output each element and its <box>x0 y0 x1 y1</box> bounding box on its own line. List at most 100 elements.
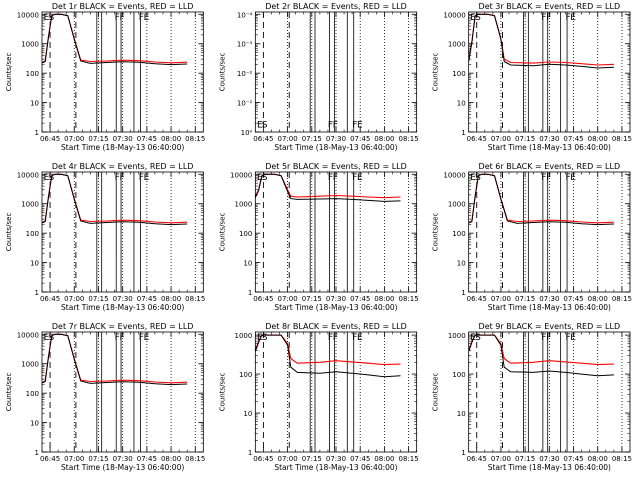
series-events-line <box>42 173 188 226</box>
x-axis-label: Start Time (18-May-13 06:40:00) <box>488 143 611 152</box>
y-axis-label: Counts/sec <box>432 53 440 92</box>
marker-letter: E <box>570 173 576 183</box>
marker-letter: S <box>475 173 481 183</box>
x-tick-label: 07:15 <box>88 455 108 463</box>
marker-letter: S <box>48 333 54 343</box>
y-tick-label: 1 <box>461 129 465 137</box>
x-tick-label: 07:00 <box>64 455 84 463</box>
x-tick-label: 07:45 <box>350 135 370 143</box>
marker-letter: F <box>328 121 333 131</box>
y-tick-label: 100 <box>452 70 465 78</box>
x-tick-label: 08:15 <box>612 295 632 303</box>
x-tick-label: 06:45 <box>40 455 60 463</box>
y-axis-label: Counts/sec <box>432 213 440 252</box>
marker-letter: E <box>570 333 576 343</box>
marker-letter: E <box>570 13 576 23</box>
marker-letter: E <box>257 121 263 131</box>
y-tick-label: 100 <box>26 70 39 78</box>
y-tick-label: 1000 <box>21 201 39 209</box>
x-tick-label: 06:45 <box>253 135 273 143</box>
marker-letter: F <box>115 173 120 183</box>
y-tick-label: 10000 <box>17 331 39 339</box>
x-tick-label: 07:00 <box>278 135 298 143</box>
y-tick-label: 1 <box>461 449 465 457</box>
marker-letter: E <box>44 13 50 23</box>
y-tick-label: 1 <box>248 449 252 457</box>
marker-letter: F <box>352 121 357 131</box>
marker-letter: E <box>44 173 50 183</box>
x-tick-label: 08:00 <box>588 295 608 303</box>
x-tick-label: 08:15 <box>398 455 418 463</box>
x-tick-label: 07:00 <box>491 455 511 463</box>
x-tick-label: 07:30 <box>539 135 559 143</box>
x-tick-label: 07:00 <box>64 295 84 303</box>
marker-letter: E <box>357 333 363 343</box>
panel-title: Det 4r BLACK = Events, RED = LLD <box>52 162 194 171</box>
y-tick-label: 10⁻¹ <box>237 100 253 108</box>
y-tick-label: 10000 <box>17 11 39 19</box>
x-tick-label: 08:15 <box>185 135 205 143</box>
x-tick-label: 06:45 <box>40 135 60 143</box>
y-axis-label: Counts/sec <box>218 53 226 92</box>
marker-letter: F <box>352 333 357 343</box>
x-tick-label: 06:45 <box>467 295 487 303</box>
marker-letter: F <box>565 13 570 23</box>
panel-title: Det 3r BLACK = Events, RED = LLD <box>479 2 621 11</box>
x-tick-label: 06:45 <box>253 295 273 303</box>
y-tick-label: 10000 <box>17 171 39 179</box>
x-tick-label: 06:45 <box>467 135 487 143</box>
marker-letter: F <box>119 13 124 23</box>
y-tick-label: 10 <box>243 260 252 268</box>
marker-letter: S <box>262 333 268 343</box>
marker-letter: E <box>44 333 50 343</box>
marker-letter: S <box>262 173 268 183</box>
x-tick-label: 07:45 <box>137 455 157 463</box>
marker-letter: F <box>328 333 333 343</box>
marker-letter: E <box>257 333 263 343</box>
y-tick-label: 100 <box>239 371 252 379</box>
marker-letter: F <box>565 173 570 183</box>
x-tick-label: 07:15 <box>515 135 535 143</box>
marker-letter: E <box>470 173 476 183</box>
marker-letter: F <box>119 333 124 343</box>
series-events-line <box>468 173 614 226</box>
x-tick-label: 08:15 <box>185 295 205 303</box>
marker-letter: F <box>115 13 120 23</box>
marker-letter: S <box>48 13 54 23</box>
x-tick-label: 07:15 <box>88 295 108 303</box>
y-tick-label: 10⁻⁴ <box>237 11 253 19</box>
y-axis-label: Counts/sec <box>5 373 13 412</box>
marker-letter: S <box>475 333 481 343</box>
marker-letter: E <box>470 333 476 343</box>
panel-title: Det 9r BLACK = Events, RED = LLD <box>479 322 621 331</box>
y-tick-label: 10 <box>243 410 252 418</box>
x-tick-label: 07:00 <box>278 455 298 463</box>
panel-title: Det 5r BLACK = Events, RED = LLD <box>265 162 407 171</box>
y-tick-label: 10 <box>457 100 466 108</box>
x-tick-label: 07:30 <box>113 135 133 143</box>
y-axis-label: Counts/sec <box>432 373 440 412</box>
marker-letter: E <box>357 121 363 131</box>
y-tick-label: 1 <box>461 289 465 297</box>
x-tick-label: 08:15 <box>612 135 632 143</box>
series-events-line <box>42 333 188 386</box>
marker-letter: F <box>333 173 338 183</box>
x-axis-label: Start Time (18-May-13 06:40:00) <box>274 463 397 472</box>
marker-letter: F <box>546 13 551 23</box>
x-tick-label: 07:30 <box>113 295 133 303</box>
marker-letter: F <box>115 333 120 343</box>
y-tick-label: 10 <box>30 100 39 108</box>
marker-letter: S <box>262 121 268 131</box>
x-axis-label: Start Time (18-May-13 06:40:00) <box>274 303 397 312</box>
marker-letter: F <box>541 333 546 343</box>
panel-title: Det 8r BLACK = Events, RED = LLD <box>265 322 407 331</box>
y-tick-label: 10⁻² <box>237 70 253 78</box>
